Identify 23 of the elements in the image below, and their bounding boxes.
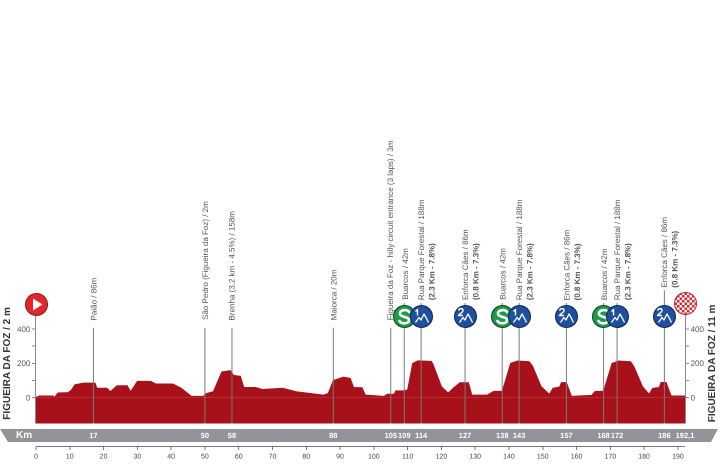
ref-line-label: Enforca Cães / 86m (0.8 Km - 7.3%) — [562, 229, 582, 300]
ref-line-label: São Pedro (Figueira da Foz) / 2m — [200, 200, 210, 320]
ref-line-label: Enforca Cães / 86m (0.8 Km - 7.3%) — [461, 229, 480, 300]
ref-line-label: Brenha (3.2 km - 4.5%) / 158m — [227, 210, 236, 320]
ref-line-label: Rua Parque Forestal / 188m (2.3 Km - 7.8%) — [515, 199, 535, 300]
ref-line-label: Rua Parque Forestal / 188m (2.3 Km - 7.8%) — [417, 199, 437, 300]
y2-axis-title: FIGUEIRA DA FOZ / 11 m — [707, 304, 718, 422]
ref-line-label: Paião / 86m — [89, 277, 98, 320]
ref-line-label: Maiorca / 20m — [329, 269, 338, 320]
y-axis-title: FIGUEIRA DA FOZ / 2 m — [2, 307, 14, 420]
ref-line-label: Rua Parque Forestal / 188m (2.3 Km - 7.8%) — [613, 199, 632, 300]
y2-tick-label: 0 — [690, 394, 696, 403]
ref-line-label: Figueira da Foz - hilly circuit entrance (3 laps) / 3m — [386, 140, 396, 320]
ref-line-label: Buarcos / 42m — [400, 248, 410, 300]
ref-line-label: Enforca Cães / 86m (0.8 Km - 7.3%) — [660, 216, 680, 288]
y-tick-label: 0 — [26, 394, 31, 403]
ref-line-label: Buarcos / 42m — [498, 248, 508, 300]
y2-tick-label: 400 — [690, 324, 704, 334]
y2-tick-label: 200 — [690, 359, 704, 368]
x2-axis-title: Km — [16, 430, 32, 441]
y-tick-label: 200 — [17, 359, 31, 368]
y-tick-label: 400 — [17, 324, 31, 334]
ref-line-label: Buarcos / 42m — [600, 248, 610, 300]
